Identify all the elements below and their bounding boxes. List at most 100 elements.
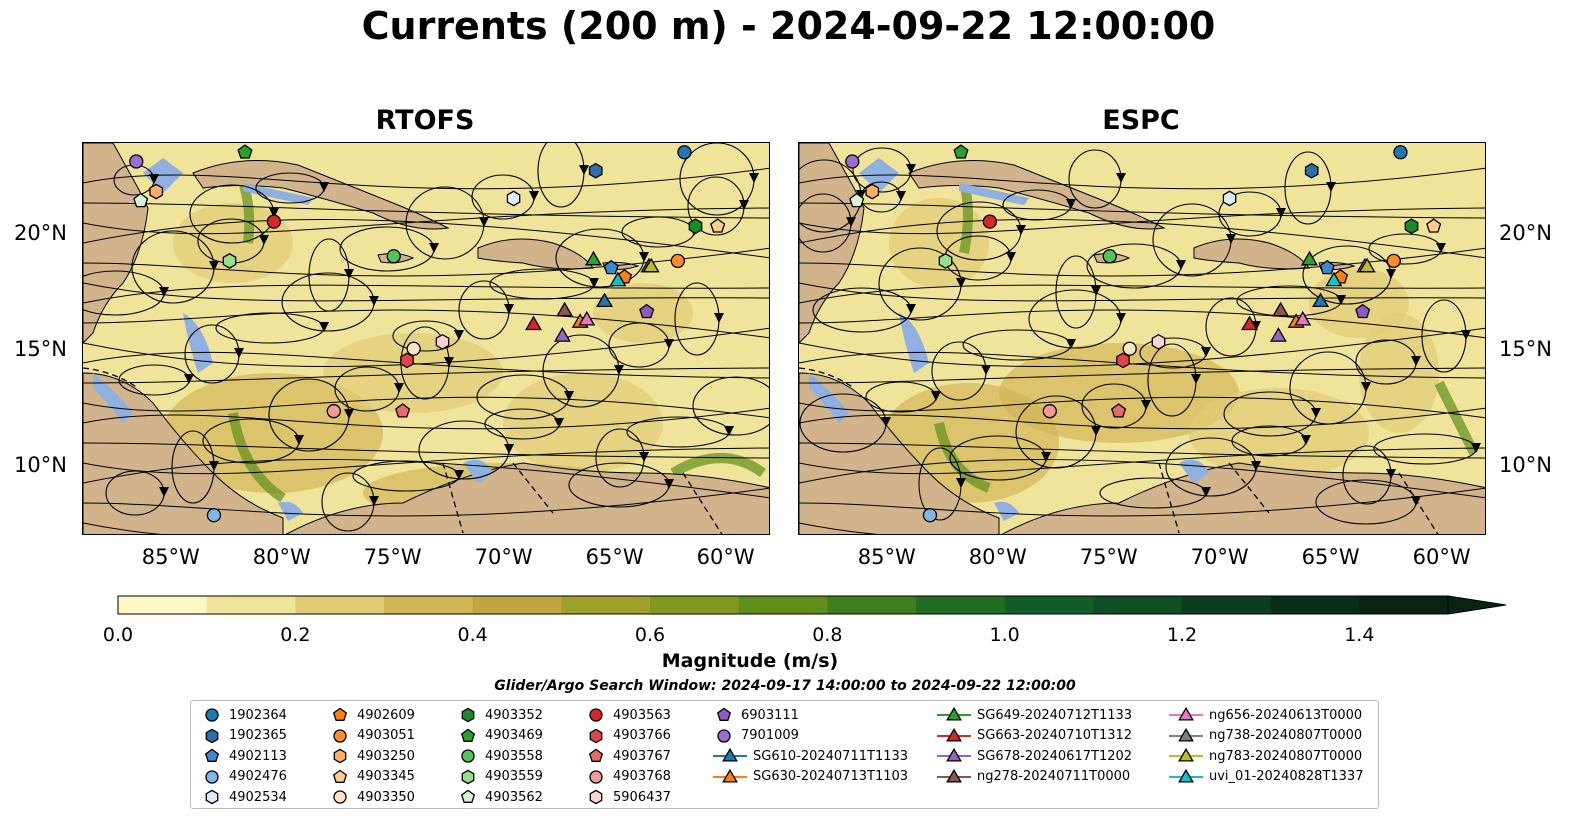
- legend-marker-circle: [333, 790, 347, 804]
- obs-marker-4903469: [237, 144, 253, 159]
- legend-item: ng738-20240807T0000: [1169, 726, 1362, 746]
- streamline-arrow: [454, 470, 464, 480]
- streamline: [799, 407, 1485, 430]
- lon-tick-label: 70°W: [474, 545, 533, 569]
- legend-item: SG610-20240711T1133: [713, 746, 908, 766]
- legend-marker-pentagon: [588, 748, 604, 762]
- obs-marker-4902476: [922, 508, 938, 523]
- obs-marker-4903250: [865, 183, 880, 200]
- country-border: [1158, 462, 1180, 534]
- strong-current-band: [228, 412, 286, 503]
- legend-label: 4903051: [357, 728, 415, 743]
- obs-marker-4903051: [1386, 253, 1401, 269]
- obs-marker-6903111: [639, 303, 655, 319]
- streamline-arrow: [956, 278, 966, 288]
- colorbar-extend-arrow: [1447, 595, 1507, 615]
- legend-item: SG649-20240712T1133: [937, 705, 1132, 725]
- legend-item: 4903559: [457, 767, 543, 787]
- legend-triangle: [1178, 727, 1194, 742]
- obs-marker-4903562: [849, 192, 865, 208]
- map-panel-espc[interactable]: [798, 142, 1486, 535]
- legend-pentagon: [588, 748, 604, 762]
- obs-marker-SG649-20240712T1133: [1300, 250, 1318, 266]
- obs-marker-4903563: [982, 214, 998, 229]
- legend-marker-hexagon: [205, 789, 219, 805]
- land-polygon: [799, 372, 1000, 534]
- speed-patch: [889, 198, 989, 288]
- streamline-arrow: [1176, 260, 1186, 270]
- lon-tick-label: 70°W: [1190, 545, 1249, 569]
- streamline-arrow: [749, 173, 759, 183]
- legend-label: 4903345: [357, 769, 415, 784]
- legend-circle: [461, 749, 475, 763]
- obs-marker-4903469: [953, 144, 969, 159]
- streamline: [83, 396, 769, 419]
- legend-marker-triangle: [1169, 768, 1203, 783]
- legend-triangle: [1178, 768, 1194, 783]
- country-border: [83, 367, 139, 389]
- obs-marker-4903558: [386, 249, 401, 264]
- legend-item: 4902609: [329, 705, 415, 725]
- legend-label: 4902476: [229, 769, 287, 784]
- streamline: [799, 367, 1485, 384]
- streamline-arrow: [856, 190, 866, 200]
- legend-circle: [717, 728, 731, 743]
- legend-label: uvi_01-20240828T1337: [1209, 769, 1364, 784]
- speed-patch: [503, 373, 663, 473]
- legend-label: 6903111: [741, 707, 799, 723]
- legend-item: 4902476: [201, 767, 287, 787]
- legend-marker-circle: [589, 769, 603, 784]
- speed-patch: [293, 223, 433, 303]
- streamline-arrow: [896, 191, 906, 201]
- legend-triangle: [722, 747, 738, 762]
- streamline-arrow: [1301, 435, 1311, 445]
- lon-tick-label: 60°W: [1412, 545, 1471, 569]
- colorbar-tick-label: 0.6: [634, 624, 666, 646]
- streamline-arrow: [369, 296, 379, 306]
- streamline: [83, 284, 769, 304]
- streamline-arrow: [294, 435, 304, 445]
- figure-title: Currents (200 m) - 2024-09-22 12:00:00: [361, 4, 1216, 48]
- obs-marker-4903352: [688, 218, 703, 235]
- obs-marker-4903562: [133, 192, 149, 208]
- legend-marker-hexagon: [461, 707, 475, 723]
- legend-triangle: [1178, 706, 1194, 721]
- legend-item: 4903352: [457, 705, 543, 725]
- obs-marker-ng656-20240613T0000: [578, 310, 596, 326]
- obs-marker-4903768: [326, 404, 341, 419]
- streamline-arrow: [724, 426, 734, 436]
- legend-pentagon: [460, 728, 476, 742]
- legend-label: ng738-20240807T0000: [1209, 728, 1363, 743]
- streamline: [83, 167, 769, 190]
- streamline-arrow: [1411, 496, 1421, 506]
- obs-marker-4903558: [1102, 249, 1117, 264]
- legend-label: 4903562: [485, 789, 543, 805]
- streamline: [799, 351, 1485, 379]
- legend-pentagon: [716, 707, 732, 721]
- country-border: [799, 367, 855, 389]
- speed-patch: [323, 333, 503, 413]
- streamline-arrow: [564, 391, 574, 401]
- obs-marker-4903350: [1122, 341, 1137, 356]
- land-polygon: [908, 160, 1166, 230]
- streamline-arrow: [554, 418, 564, 428]
- legend-item: 7901009: [713, 726, 799, 746]
- streamline-arrow: [209, 261, 219, 271]
- legend-marker-triangle: [937, 727, 971, 742]
- colorbar-tick-label: 0.0: [102, 624, 134, 646]
- legend-item: ng278-20240711T0000: [937, 767, 1130, 787]
- colorbar-segment: [295, 596, 385, 614]
- colorbar-segment: [561, 596, 651, 614]
- colorbar-segment: [738, 596, 828, 614]
- streamline-arrow: [664, 479, 674, 489]
- obs-marker-4902534: [506, 190, 521, 207]
- obs-marker-SG610-20240711T1133: [596, 292, 614, 308]
- shallow-water: [93, 373, 133, 423]
- streamline-arrow: [579, 165, 589, 175]
- map-panel-rtofs[interactable]: [82, 142, 770, 535]
- colorbar-tick-label: 1.2: [1166, 624, 1198, 646]
- speed-patch: [1189, 388, 1369, 478]
- obs-marker-7901009: [129, 154, 144, 169]
- streamline: [83, 351, 769, 379]
- obs-marker-4903768: [1042, 404, 1057, 419]
